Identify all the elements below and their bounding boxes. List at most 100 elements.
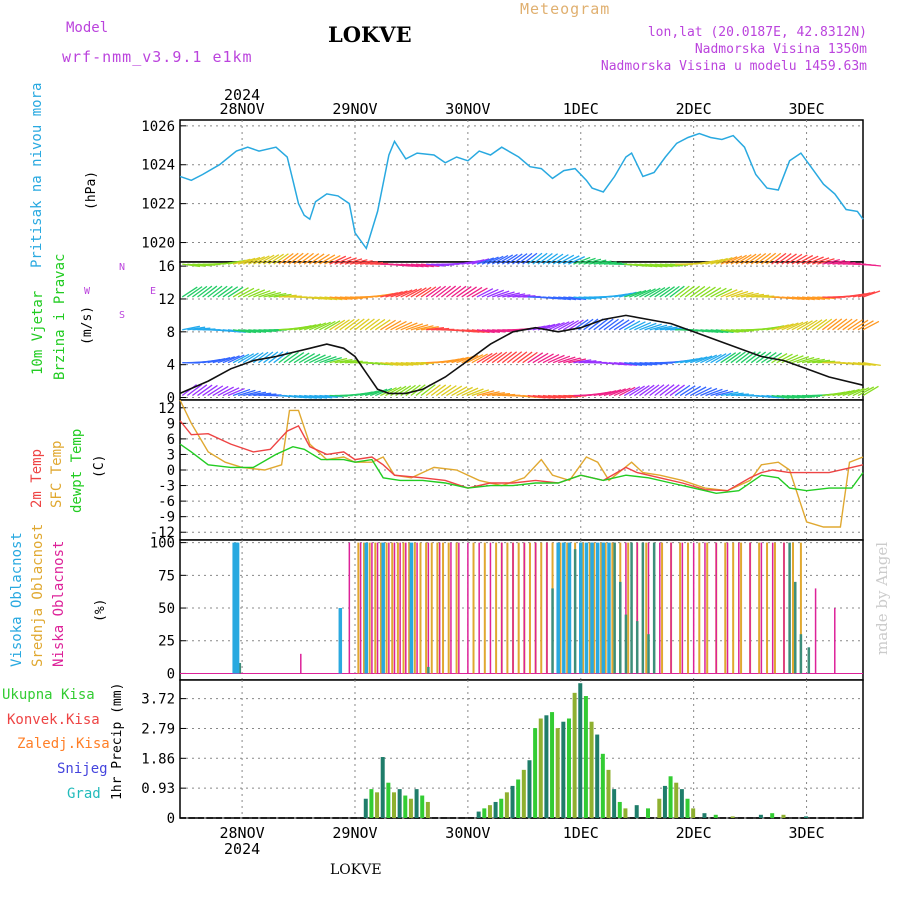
wind-barb bbox=[486, 329, 506, 333]
wind-barb bbox=[740, 253, 757, 265]
wind-barb bbox=[522, 351, 538, 364]
low-cloud-bar bbox=[450, 542, 452, 674]
low-cloud-bar bbox=[692, 542, 695, 674]
wind-barb bbox=[781, 253, 797, 265]
panel-frame bbox=[179, 119, 864, 263]
wind-barb bbox=[806, 256, 824, 265]
high-cloud-bar bbox=[590, 542, 594, 674]
wind-barb bbox=[735, 254, 752, 265]
precip-bar bbox=[403, 795, 408, 818]
precip-bar bbox=[583, 696, 588, 818]
x-tick-label-bottom: 3DEC bbox=[788, 824, 824, 842]
meteogram-title: Meteogram bbox=[520, 0, 611, 18]
wind-barb bbox=[715, 352, 732, 364]
wind-barb bbox=[380, 319, 396, 331]
wind-barb bbox=[821, 318, 838, 331]
wind-barb bbox=[568, 358, 587, 364]
compass-w: W bbox=[84, 286, 91, 297]
wind-barb bbox=[435, 384, 452, 397]
low-cloud-bar bbox=[783, 542, 785, 674]
mid-cloud-bar bbox=[773, 542, 776, 674]
precip-bar bbox=[713, 814, 718, 818]
wind-barb bbox=[832, 318, 848, 331]
wind-barb bbox=[776, 253, 792, 265]
precip-bar bbox=[595, 734, 600, 818]
precip-bar bbox=[679, 789, 684, 818]
mid-cloud-bar bbox=[732, 542, 735, 674]
mid-cloud-bar bbox=[363, 542, 366, 674]
low-cloud-bar bbox=[834, 608, 836, 674]
y-tick-label: 12 bbox=[158, 292, 175, 308]
wind-barb bbox=[258, 351, 274, 364]
legend-hail: Grad bbox=[67, 786, 101, 802]
wind-barb bbox=[319, 254, 336, 265]
wind-barb bbox=[603, 318, 619, 331]
wind-barb bbox=[771, 324, 790, 331]
wind-barb bbox=[181, 286, 198, 298]
y-tick-label: 1026 bbox=[141, 119, 175, 135]
y-tick-label: 3 bbox=[167, 447, 175, 463]
mid-cloud-bar bbox=[687, 542, 690, 674]
cloud-bar-teal bbox=[647, 634, 650, 674]
wind-barb bbox=[451, 285, 467, 298]
wind-barb bbox=[415, 263, 434, 268]
x-tick-label-bottom: 2DEC bbox=[676, 824, 712, 842]
wind-barb bbox=[720, 391, 739, 397]
wind-barb bbox=[811, 257, 830, 265]
high-cloud-bar bbox=[562, 542, 566, 674]
wind-barb bbox=[309, 322, 327, 331]
wind-barb bbox=[293, 394, 312, 399]
wind-barb bbox=[735, 291, 754, 298]
wind-barb bbox=[232, 258, 251, 265]
wind-barb bbox=[497, 291, 515, 298]
wind-barb bbox=[268, 292, 287, 298]
wind-barb bbox=[405, 384, 421, 397]
wind-barb bbox=[248, 329, 267, 333]
mid-cloud-bar bbox=[792, 542, 795, 674]
wind-barb bbox=[720, 329, 739, 333]
wind-barb bbox=[807, 296, 826, 300]
y-tick-label: 0 bbox=[167, 463, 175, 479]
wind-barb bbox=[664, 384, 680, 397]
wind-barb bbox=[735, 351, 751, 364]
wind-barb bbox=[390, 362, 409, 366]
wind-barb bbox=[207, 385, 224, 397]
wind-barb bbox=[623, 386, 641, 397]
high-cloud-bar bbox=[235, 542, 240, 674]
precip-bar bbox=[555, 728, 560, 818]
wind-barb bbox=[547, 354, 565, 364]
y-tick-label: 16 bbox=[158, 259, 175, 275]
wind-barb bbox=[634, 289, 652, 298]
high-cloud-bar bbox=[601, 542, 606, 674]
wind-barb bbox=[278, 252, 294, 265]
precip-bar bbox=[662, 785, 667, 818]
wind-barb bbox=[466, 388, 484, 397]
wind-barb bbox=[685, 357, 703, 364]
x-tick-label-bottom: 28NOV bbox=[220, 824, 265, 842]
wind-barb bbox=[679, 285, 695, 298]
wind-barb bbox=[339, 257, 357, 265]
wind-barb bbox=[796, 356, 815, 364]
wind-barb bbox=[242, 288, 260, 298]
wind-barb bbox=[339, 318, 355, 331]
precip-bar bbox=[527, 760, 532, 818]
precip-bar bbox=[589, 721, 594, 818]
wind-barb bbox=[334, 296, 353, 300]
wind-barb bbox=[639, 322, 657, 331]
mid-cloud-bar bbox=[679, 542, 682, 674]
wind-barb bbox=[237, 353, 255, 364]
x-year-top: 2024 bbox=[224, 86, 260, 104]
wind-barb bbox=[237, 257, 256, 265]
low-cloud-bar bbox=[300, 653, 302, 674]
wind-barb bbox=[862, 263, 881, 267]
wind-barb bbox=[857, 291, 876, 298]
y-tick-label: -6 bbox=[158, 494, 175, 510]
wind-barb bbox=[618, 319, 635, 331]
wind-barb bbox=[573, 256, 591, 265]
wind-barb bbox=[253, 290, 271, 298]
wind-barb bbox=[298, 252, 314, 265]
wind-barb bbox=[471, 258, 490, 265]
wind-barb bbox=[557, 320, 575, 331]
